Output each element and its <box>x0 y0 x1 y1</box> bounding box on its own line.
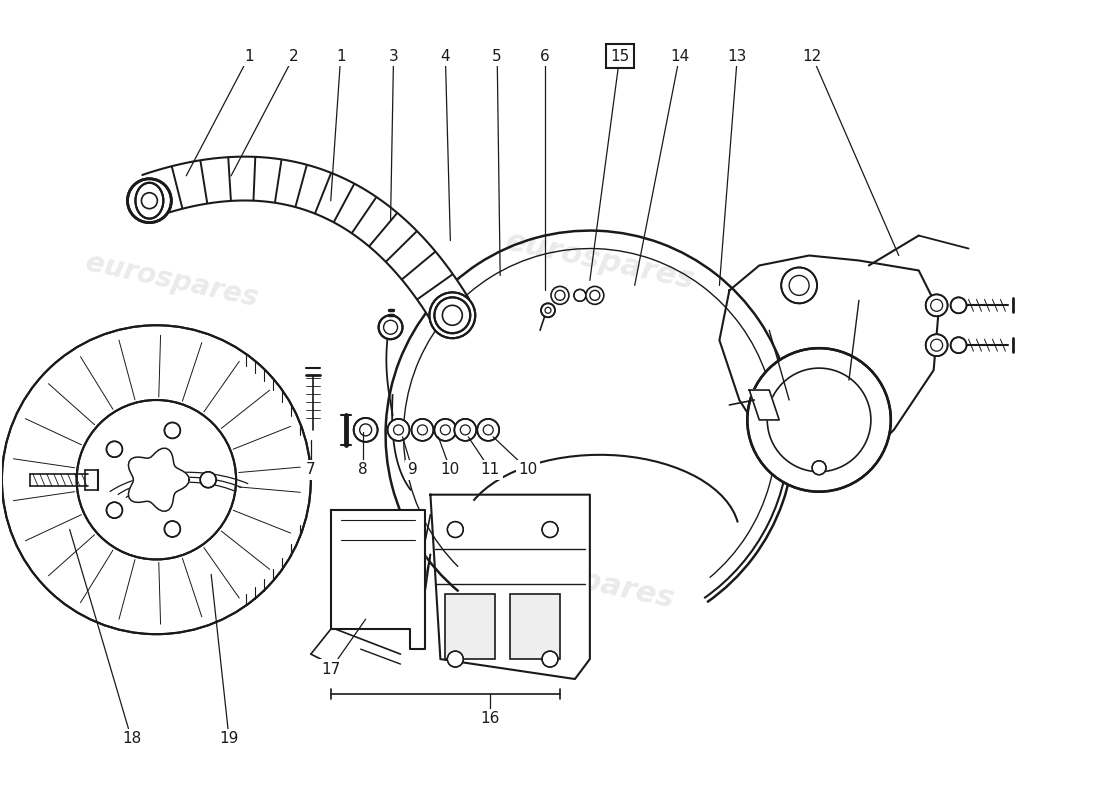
Text: 3: 3 <box>388 49 398 64</box>
Circle shape <box>950 338 967 353</box>
Circle shape <box>542 522 558 538</box>
Text: 10: 10 <box>441 462 460 478</box>
Circle shape <box>541 303 556 318</box>
Circle shape <box>77 400 236 559</box>
Ellipse shape <box>135 182 163 218</box>
Circle shape <box>586 286 604 304</box>
Text: 15: 15 <box>610 49 629 64</box>
Circle shape <box>477 419 499 441</box>
Circle shape <box>107 502 122 518</box>
Circle shape <box>950 298 967 314</box>
Text: 9: 9 <box>408 462 417 478</box>
Text: eurospares: eurospares <box>483 545 678 614</box>
Text: 8: 8 <box>358 462 367 478</box>
Circle shape <box>200 472 217 488</box>
Circle shape <box>781 267 817 303</box>
Text: eurospares: eurospares <box>503 226 697 294</box>
Circle shape <box>434 419 456 441</box>
Circle shape <box>448 522 463 538</box>
Circle shape <box>551 286 569 304</box>
Text: 18: 18 <box>122 731 141 746</box>
Text: 17: 17 <box>321 662 340 677</box>
Circle shape <box>542 651 558 667</box>
Circle shape <box>747 348 891 492</box>
Text: 13: 13 <box>728 49 747 64</box>
Text: 19: 19 <box>219 731 239 746</box>
Bar <box>510 594 560 659</box>
Text: 2: 2 <box>289 49 299 64</box>
Circle shape <box>434 298 471 334</box>
Circle shape <box>128 178 172 222</box>
Polygon shape <box>129 448 189 511</box>
Bar <box>446 594 495 659</box>
Polygon shape <box>749 390 779 420</box>
Circle shape <box>411 419 433 441</box>
Text: 4: 4 <box>441 49 450 64</box>
Circle shape <box>926 294 947 316</box>
Text: eurospares: eurospares <box>82 527 260 591</box>
Circle shape <box>429 292 475 338</box>
Circle shape <box>164 422 180 438</box>
Text: 12: 12 <box>803 49 822 64</box>
Text: 14: 14 <box>670 49 690 64</box>
Circle shape <box>454 419 476 441</box>
Text: 5: 5 <box>493 49 502 64</box>
Circle shape <box>378 315 403 339</box>
Polygon shape <box>430 494 590 679</box>
Circle shape <box>2 326 311 634</box>
Text: 1: 1 <box>336 49 345 64</box>
Polygon shape <box>719 255 938 474</box>
Text: eurospares: eurospares <box>82 249 260 312</box>
Text: 10: 10 <box>518 462 538 478</box>
Circle shape <box>387 419 409 441</box>
Circle shape <box>107 442 122 458</box>
Text: 7: 7 <box>306 462 316 478</box>
Text: 1: 1 <box>244 49 254 64</box>
Polygon shape <box>142 157 469 322</box>
Circle shape <box>354 418 377 442</box>
Circle shape <box>574 290 586 302</box>
Circle shape <box>164 521 180 537</box>
Circle shape <box>926 334 947 356</box>
Circle shape <box>812 461 826 474</box>
Polygon shape <box>331 510 426 649</box>
Text: 6: 6 <box>540 49 550 64</box>
Circle shape <box>448 651 463 667</box>
Text: 11: 11 <box>481 462 499 478</box>
Text: 16: 16 <box>481 711 499 726</box>
